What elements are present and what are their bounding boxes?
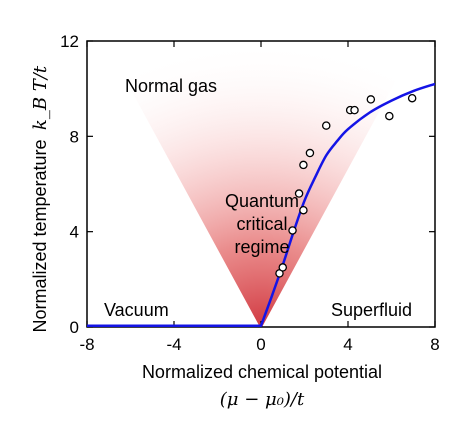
x-axis-math-label: (μ − μ₀)/t [220, 389, 305, 410]
x-axis-ticks: -8 -4 0 4 8 [79, 41, 440, 354]
shading-layer [104, 41, 418, 327]
x-axis-label: Normalized chemical potential [142, 362, 382, 382]
region-label-critical: critical [236, 214, 287, 234]
data-point [294, 189, 304, 198]
y-tick-label: 12 [60, 32, 79, 51]
data-point [407, 93, 417, 103]
region-label-normal-gas: Normal gas [125, 76, 217, 96]
y-axis-ticks: 0 4 8 12 [60, 32, 435, 337]
x-tick-label: 0 [256, 335, 265, 354]
data-point [299, 160, 308, 170]
data-points [275, 93, 417, 278]
y-tick-label: 8 [70, 127, 79, 146]
data-point [385, 111, 394, 121]
x-tick-label: -4 [166, 335, 181, 354]
region-label-quantum: Quantum [225, 191, 299, 211]
x-tick-label: 4 [343, 335, 352, 354]
data-point [305, 148, 315, 158]
region-label-vacuum: Vacuum [104, 300, 169, 320]
data-point [366, 95, 376, 104]
data-point [350, 105, 359, 115]
y-axis-label: Normalized temperature [30, 139, 50, 332]
data-point [299, 205, 308, 215]
y-tick-label: 4 [70, 223, 79, 242]
data-point [321, 121, 331, 130]
quantum-critical-shading [104, 41, 418, 327]
x-tick-label: -8 [79, 335, 94, 354]
region-label-regime: regime [234, 237, 289, 257]
data-point [288, 226, 297, 235]
region-label-superfluid: Superfluid [331, 300, 412, 320]
data-point [278, 263, 287, 272]
x-tick-label: 8 [430, 335, 439, 354]
phase-boundary-line [87, 82, 435, 327]
y-axis-math-label: k_B T/t [30, 65, 51, 130]
y-tick-label: 0 [70, 318, 79, 337]
